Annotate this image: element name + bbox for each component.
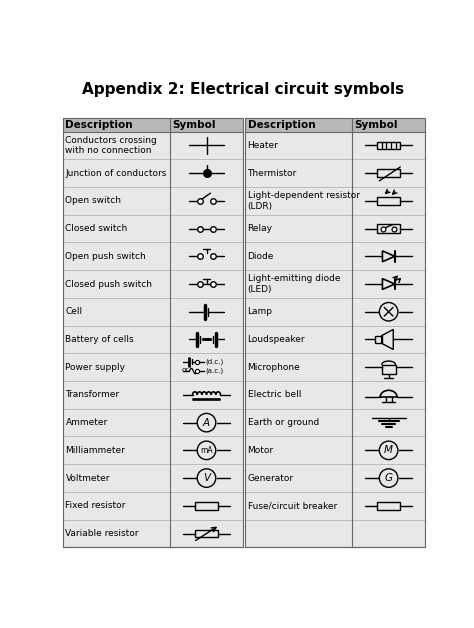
Text: Cell: Cell [65, 307, 82, 317]
Bar [377, 141, 400, 149]
Text: Electric bell: Electric bell [247, 391, 301, 399]
Text: Milliammeter: Milliammeter [65, 446, 125, 455]
Text: Light-dependent resistor
(LDR): Light-dependent resistor (LDR) [247, 191, 360, 210]
Text: Closed push switch: Closed push switch [65, 279, 153, 288]
Text: Power supply: Power supply [65, 363, 126, 372]
Bar [377, 502, 400, 510]
Text: Fuse/circuit breaker: Fuse/circuit breaker [247, 501, 337, 511]
Text: Symbol: Symbol [173, 120, 216, 129]
Text: Junction of conductors: Junction of conductors [65, 169, 167, 178]
Text: Light-emitting diode
(LED): Light-emitting diode (LED) [247, 274, 340, 294]
Bar [195, 502, 218, 510]
Bar [245, 117, 425, 548]
Text: Motor: Motor [247, 446, 273, 455]
Text: V: V [203, 473, 210, 483]
Text: Relay: Relay [247, 224, 273, 233]
Text: Thermistor: Thermistor [247, 169, 297, 178]
Text: Loudspeaker: Loudspeaker [247, 335, 305, 344]
Text: Microphone: Microphone [247, 363, 301, 372]
Text: Lamp: Lamp [247, 307, 273, 317]
Text: Generator: Generator [247, 474, 294, 482]
Text: Closed switch: Closed switch [65, 224, 128, 233]
Bar [245, 117, 425, 132]
Text: Open switch: Open switch [65, 197, 121, 205]
Bar [377, 197, 400, 205]
Text: mA: mA [200, 446, 213, 455]
Text: Appendix 2: Electrical circuit symbols: Appendix 2: Electrical circuit symbols [82, 82, 404, 97]
Text: Open push switch: Open push switch [65, 252, 146, 261]
Text: Fixed resistor: Fixed resistor [65, 501, 126, 511]
Text: Description: Description [65, 120, 133, 129]
Bar [377, 170, 400, 177]
Text: Variable resistor: Variable resistor [65, 529, 139, 538]
Bar [245, 117, 425, 548]
Text: Conductors crossing
with no connection: Conductors crossing with no connection [65, 136, 157, 155]
Text: G: G [384, 473, 392, 483]
Bar [377, 224, 400, 233]
Bar [375, 335, 382, 344]
Text: A: A [203, 418, 210, 428]
Text: Heater: Heater [247, 141, 278, 150]
Text: Symbol: Symbol [355, 120, 398, 129]
Bar [382, 365, 396, 374]
Text: M: M [384, 445, 393, 455]
Text: (d.c.): (d.c.) [206, 359, 224, 365]
Text: or: or [182, 367, 189, 373]
Bar [63, 117, 243, 132]
Bar [63, 117, 243, 548]
Text: Description: Description [247, 120, 315, 129]
Text: Battery of cells: Battery of cells [65, 335, 134, 344]
Text: Diode: Diode [247, 252, 274, 261]
Text: (a.c.): (a.c.) [206, 368, 224, 374]
Bar [63, 117, 243, 548]
Text: Voltmeter: Voltmeter [65, 474, 110, 482]
Text: Transformer: Transformer [65, 391, 119, 399]
Bar [195, 529, 218, 538]
Text: Earth or ground: Earth or ground [247, 418, 319, 427]
Text: Ammeter: Ammeter [65, 418, 108, 427]
